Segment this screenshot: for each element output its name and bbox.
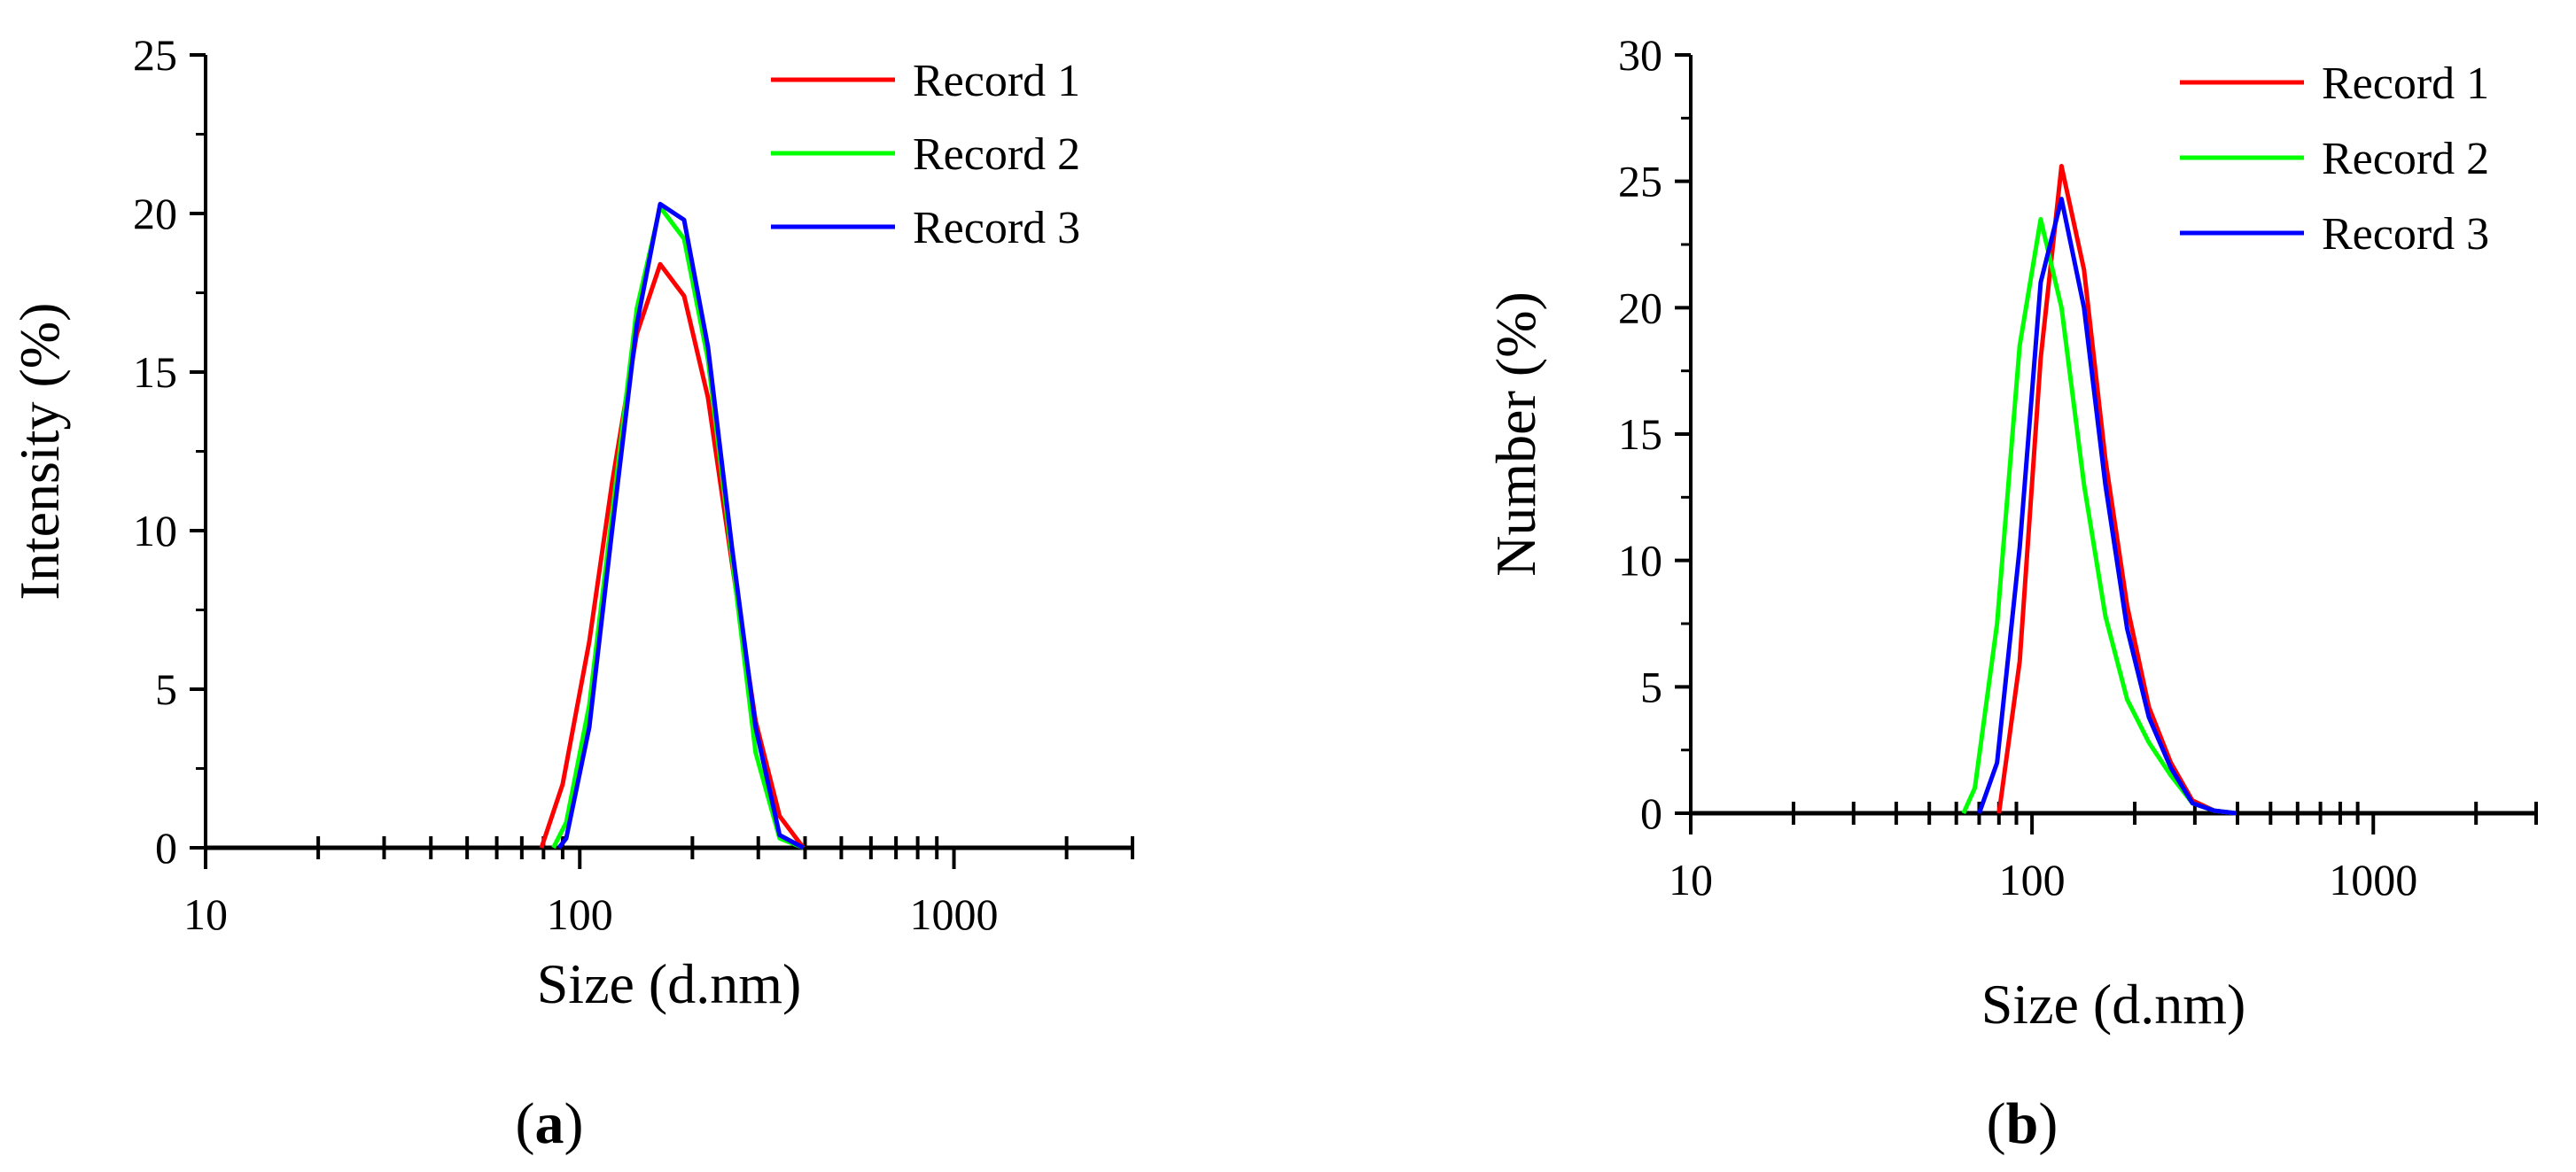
series-line-2 — [551, 205, 805, 850]
chart-number: 0 5 10 15 20 25 30 10 100 1000 Size (d.nm) Number (… — [1484, 30, 2538, 1036]
y-tick-label: 0 — [155, 823, 177, 873]
chart-intensity: 0 5 10 15 20 25 10 100 1000 Size (d.nm) Intensity … — [8, 30, 1134, 1015]
legend-label-1: Record 1 — [913, 56, 1080, 106]
legend-label-2: Record 2 — [2322, 134, 2489, 184]
panel-label-b: (b) — [1987, 1091, 2058, 1156]
panel-label-a: (a) — [516, 1091, 584, 1156]
x-tick-label: 100 — [1999, 855, 2066, 904]
y-tick-label: 20 — [1618, 283, 1662, 332]
x-tick-label: 10 — [1669, 855, 1713, 904]
y-tick-label: 30 — [1618, 30, 1662, 80]
series-line-2 — [1961, 217, 2237, 816]
x-axis-title: Size (d.nm) — [537, 952, 802, 1015]
x-tick-label: 1000 — [2329, 855, 2417, 904]
x-tick-label: 10 — [183, 889, 228, 939]
y-tick-label: 25 — [133, 30, 177, 80]
legend-label-1: Record 1 — [2322, 58, 2489, 109]
y-tick-label: 5 — [1640, 662, 1662, 711]
legend-label-2: Record 2 — [913, 129, 1080, 180]
y-tick-label: 20 — [133, 189, 177, 238]
x-tick-label: 100 — [547, 889, 613, 939]
y-axis-title: Intensity (%) — [8, 303, 71, 601]
y-tick-label: 10 — [133, 506, 177, 555]
x-axis-title: Size (d.nm) — [1981, 973, 2246, 1036]
y-tick-label: 15 — [133, 347, 177, 397]
y-tick-label: 5 — [155, 664, 177, 714]
x-tick-label: 1000 — [910, 889, 999, 939]
y-tick-label: 10 — [1618, 536, 1662, 586]
y-tick-label: 25 — [1618, 157, 1662, 206]
y-tick-label: 15 — [1618, 409, 1662, 459]
legend-label-3: Record 3 — [913, 203, 1080, 253]
series-line-3 — [556, 201, 805, 850]
y-tick-label: 0 — [1640, 788, 1662, 838]
legend-label-3: Record 3 — [2322, 209, 2489, 260]
y-axis-title: Number (%) — [1484, 291, 1547, 577]
series-line-3 — [1977, 197, 2237, 816]
